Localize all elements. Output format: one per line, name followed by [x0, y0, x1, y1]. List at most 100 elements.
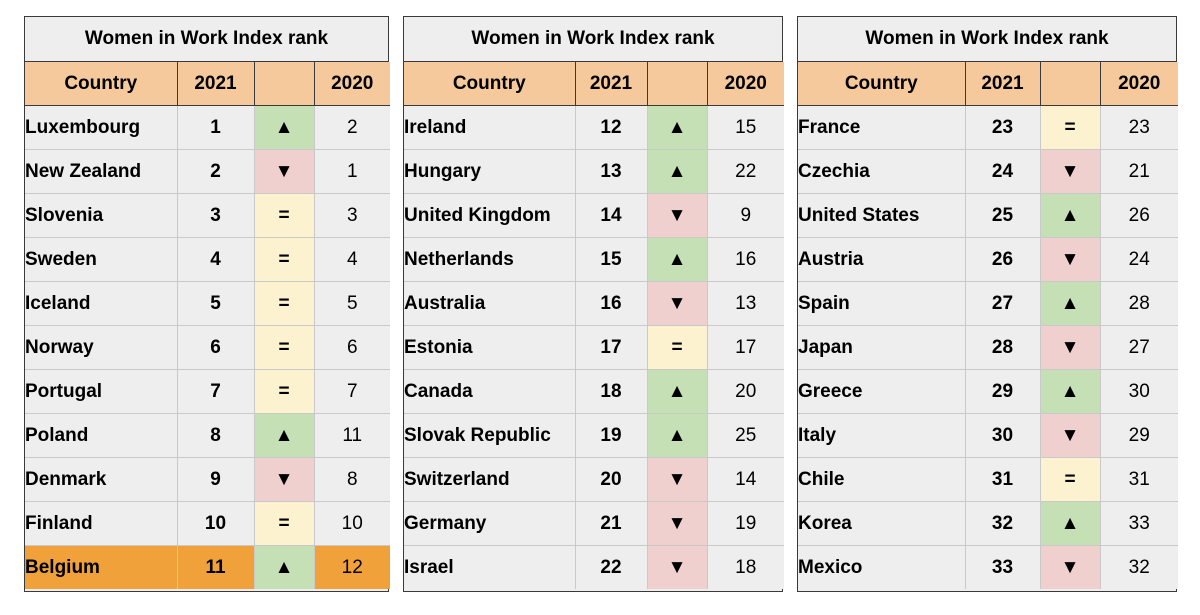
rank-2021-cell: 22 [574, 545, 648, 589]
rank-same-icon: = [253, 501, 315, 546]
rank-2020-cell: 29 [1099, 413, 1178, 458]
country-cell: Belgium [25, 545, 178, 589]
header-row: Country 2021 2020 [25, 62, 390, 106]
rank-2020-cell: 9 [706, 193, 784, 238]
table-row: Mexico 33 ▼ 32 [798, 545, 1178, 589]
table-row: Belgium 11 ▲ 12 [25, 545, 390, 589]
rank-2020-cell: 22 [706, 149, 784, 194]
rank-table: Country 2021 2020 France 23 = 23 Czechia 24 ▼ 21 Un… [798, 62, 1178, 589]
table-row: France 23 = 23 [798, 105, 1178, 150]
table-row: United States 25 ▲ 26 [798, 193, 1178, 238]
table-row: Sweden 4 = 4 [25, 237, 390, 282]
country-cell: Switzerland [404, 457, 576, 502]
rank-2021-cell: 5 [176, 281, 255, 326]
rank-2020-cell: 18 [706, 545, 784, 589]
country-cell: Italy [798, 413, 966, 458]
country-cell: Luxembourg [25, 105, 178, 150]
rank-2021-cell: 21 [574, 501, 648, 546]
rank-2020-cell: 30 [1099, 369, 1178, 414]
country-cell: Hungary [404, 149, 576, 194]
rank-up-icon: ▲ [1039, 501, 1101, 546]
rank-down-icon: ▼ [1039, 413, 1101, 458]
header-2021: 2021 [574, 62, 648, 106]
country-cell: Chile [798, 457, 966, 502]
rank-same-icon: = [253, 281, 315, 326]
rank-2021-cell: 19 [574, 413, 648, 458]
table-row: Denmark 9 ▼ 8 [25, 457, 390, 502]
rank-2020-cell: 15 [706, 105, 784, 150]
rank-2021-cell: 9 [176, 457, 255, 502]
rank-2021-cell: 33 [964, 545, 1041, 589]
header-2020: 2020 [313, 62, 390, 106]
rank-up-icon: ▲ [253, 105, 315, 150]
table-row: Finland 10 = 10 [25, 501, 390, 546]
rank-up-icon: ▲ [1039, 369, 1101, 414]
rank-2021-cell: 23 [964, 105, 1041, 150]
header-country: Country [25, 62, 178, 106]
table-row: New Zealand 2 ▼ 1 [25, 149, 390, 194]
rank-same-icon: = [253, 325, 315, 370]
rank-2020-cell: 20 [706, 369, 784, 414]
rank-2020-cell: 24 [1099, 237, 1178, 282]
rank-2021-cell: 1 [176, 105, 255, 150]
rank-2021-cell: 2 [176, 149, 255, 194]
rank-2020-cell: 10 [313, 501, 390, 546]
rank-2021-cell: 15 [574, 237, 648, 282]
rank-2020-cell: 13 [706, 281, 784, 326]
rank-2021-cell: 18 [574, 369, 648, 414]
rank-2021-cell: 6 [176, 325, 255, 370]
rank-down-icon: ▼ [646, 281, 708, 326]
country-cell: Korea [798, 501, 966, 546]
country-cell: Ireland [404, 105, 576, 150]
table-row: Switzerland 20 ▼ 14 [404, 457, 784, 502]
country-cell: United Kingdom [404, 193, 576, 238]
rank-down-icon: ▼ [253, 457, 315, 502]
table-row: Spain 27 ▲ 28 [798, 281, 1178, 326]
table-row: Italy 30 ▼ 29 [798, 413, 1178, 458]
table-row: Netherlands 15 ▲ 16 [404, 237, 784, 282]
rank-2020-cell: 23 [1099, 105, 1178, 150]
panel-title: Women in Work Index rank [404, 17, 782, 62]
table-row: Germany 21 ▼ 19 [404, 501, 784, 546]
rank-same-icon: = [253, 369, 315, 414]
rank-2020-cell: 8 [313, 457, 390, 502]
rank-2020-cell: 21 [1099, 149, 1178, 194]
rank-2020-cell: 2 [313, 105, 390, 150]
rank-2020-cell: 6 [313, 325, 390, 370]
rank-up-icon: ▲ [253, 413, 315, 458]
rank-2020-cell: 31 [1099, 457, 1178, 502]
country-cell: Slovak Republic [404, 413, 576, 458]
country-cell: Mexico [798, 545, 966, 589]
rank-2020-cell: 14 [706, 457, 784, 502]
rank-2020-cell: 28 [1099, 281, 1178, 326]
country-cell: New Zealand [25, 149, 178, 194]
rank-2020-cell: 27 [1099, 325, 1178, 370]
country-cell: Australia [404, 281, 576, 326]
rank-up-icon: ▲ [253, 545, 315, 589]
table-row: Greece 29 ▲ 30 [798, 369, 1178, 414]
table-row: Chile 31 = 31 [798, 457, 1178, 502]
header-row: Country 2021 2020 [404, 62, 784, 106]
rank-same-icon: = [253, 237, 315, 282]
table-row: Korea 32 ▲ 33 [798, 501, 1178, 546]
rank-down-icon: ▼ [646, 193, 708, 238]
rank-2021-cell: 20 [574, 457, 648, 502]
rank-2021-cell: 29 [964, 369, 1041, 414]
panel-title: Women in Work Index rank [798, 17, 1176, 62]
rank-2020-cell: 17 [706, 325, 784, 370]
header-2020: 2020 [1099, 62, 1178, 106]
rank-2021-cell: 32 [964, 501, 1041, 546]
rank-panel-3: Women in Work Index rank Country 2021 2020 F… [797, 16, 1178, 592]
country-cell: Denmark [25, 457, 178, 502]
table-row: Hungary 13 ▲ 22 [404, 149, 784, 194]
country-cell: Japan [798, 325, 966, 370]
country-cell: Portugal [25, 369, 178, 414]
header-change [646, 62, 708, 106]
table-row: Luxembourg 1 ▲ 2 [25, 105, 390, 150]
rank-2020-cell: 32 [1099, 545, 1178, 589]
rank-2020-cell: 25 [706, 413, 784, 458]
rank-down-icon: ▼ [1039, 237, 1101, 282]
panel-title: Women in Work Index rank [25, 17, 388, 62]
rank-table: Country 2021 2020 Luxembourg 1 ▲ 2 New Zealand 2… [25, 62, 390, 589]
